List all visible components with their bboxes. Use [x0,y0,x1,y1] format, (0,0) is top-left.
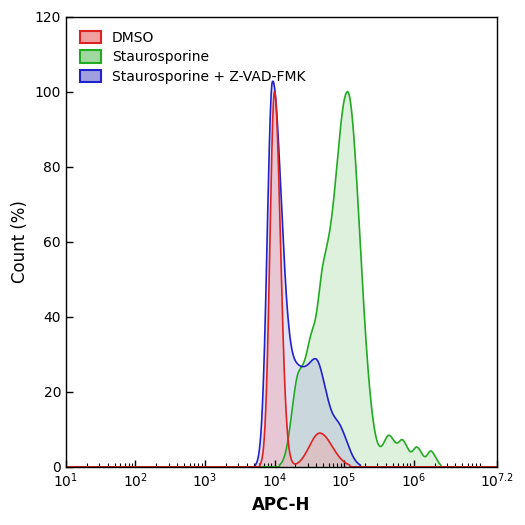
X-axis label: APC-H: APC-H [253,496,311,514]
Y-axis label: Count (%): Count (%) [11,201,29,283]
Legend: DMSO, Staurosporine, Staurosporine + Z-VAD-FMK: DMSO, Staurosporine, Staurosporine + Z-V… [73,24,312,90]
